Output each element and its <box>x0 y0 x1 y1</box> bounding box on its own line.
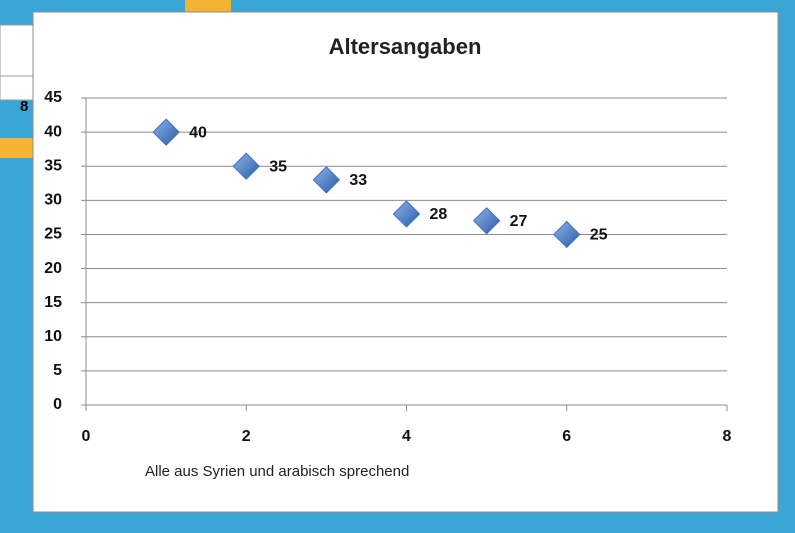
marker <box>232 152 260 180</box>
x-tick-label: 0 <box>82 428 91 445</box>
y-tick-label: 0 <box>53 396 62 413</box>
y-tick-label: 25 <box>44 226 62 243</box>
orange-tab <box>185 0 231 13</box>
y-tick-label: 35 <box>44 157 62 174</box>
orange-tab <box>0 138 34 158</box>
marker <box>392 200 421 228</box>
y-tick-label: 15 <box>44 294 62 311</box>
y-tick-label: 10 <box>44 328 62 345</box>
data-label: 33 <box>349 172 367 189</box>
marker <box>472 207 501 235</box>
marker <box>152 118 180 146</box>
y-tick-label: 45 <box>44 89 62 106</box>
data-label: 25 <box>590 227 608 244</box>
x-tick-label: 2 <box>242 428 251 445</box>
marker <box>553 220 581 249</box>
data-label: 27 <box>510 213 528 230</box>
y-tick-label: 40 <box>44 123 62 140</box>
chart-title: Altersangaben <box>329 34 482 59</box>
data-label: 28 <box>430 206 448 223</box>
data-label: 40 <box>189 124 207 141</box>
marker <box>312 166 341 194</box>
y-tick-label: 5 <box>53 362 62 379</box>
background-panel <box>0 24 35 101</box>
x-tick-label: 6 <box>562 428 571 445</box>
x-tick-label: 8 <box>723 428 732 445</box>
x-tick-label: 4 <box>402 428 411 445</box>
data-label: 35 <box>269 158 287 175</box>
x-axis-label: Alle aus Syrien und arabisch sprechend <box>145 463 409 480</box>
y-tick-label: 30 <box>44 192 62 209</box>
y-tick-label: 20 <box>44 260 62 277</box>
background-label: 8 <box>20 98 28 115</box>
chart-area <box>32 11 779 513</box>
